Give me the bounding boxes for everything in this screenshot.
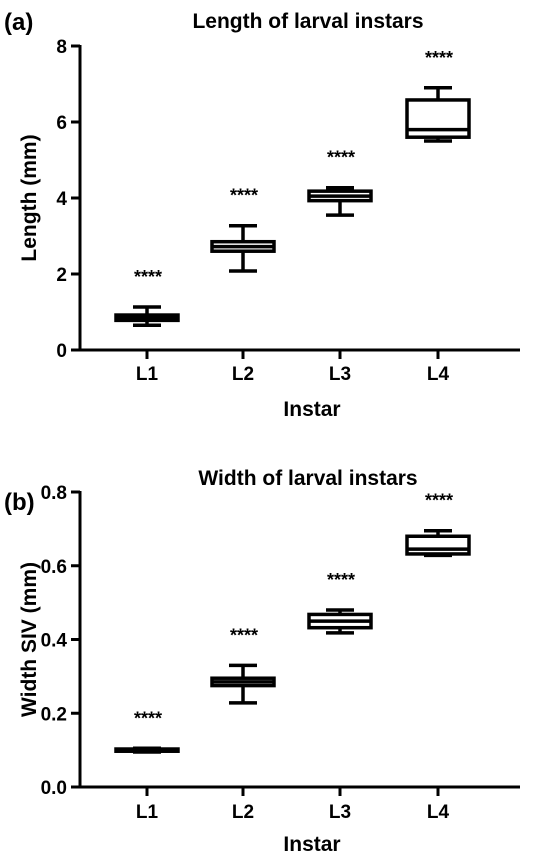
box-plot-L4 xyxy=(405,528,471,558)
box-plot-L2 xyxy=(210,663,276,705)
panel-label: (a) xyxy=(4,9,33,36)
box-plot-L3 xyxy=(307,185,373,217)
significance-annotation: **** xyxy=(425,491,453,511)
significance-annotation: **** xyxy=(230,625,258,645)
significance-annotation: **** xyxy=(134,708,162,728)
iqr-box xyxy=(405,534,471,556)
y-tick-label: 0.4 xyxy=(41,631,68,652)
y-tick-label: 6 xyxy=(56,113,67,134)
y-tick-label: 0 xyxy=(56,341,67,362)
chart-title: Width of larval instars xyxy=(198,467,417,490)
y-tick-label: 0.6 xyxy=(41,557,67,578)
significance-annotation: **** xyxy=(134,267,162,287)
iqr-box xyxy=(405,98,471,139)
y-tick-label: 0.8 xyxy=(41,483,67,504)
significance-annotation: **** xyxy=(425,48,453,68)
y-tick-label: 8 xyxy=(56,37,67,58)
box-plot-L4 xyxy=(405,86,471,143)
box-plot-L3 xyxy=(307,608,373,635)
box-plot-L1 xyxy=(114,305,180,328)
panel-label: (b) xyxy=(4,489,35,516)
x-tick-label: L4 xyxy=(427,364,450,385)
significance-annotation: **** xyxy=(230,186,258,206)
y-tick-label: 2 xyxy=(56,265,67,286)
significance-annotation: **** xyxy=(327,148,355,168)
x-tick-label: L1 xyxy=(136,364,159,385)
chart-title: Length of larval instars xyxy=(192,10,423,33)
x-tick-label: L1 xyxy=(136,802,159,823)
x-tick-label: L4 xyxy=(427,802,450,823)
panel-b: (b) Width of larval instars 0.0 0.2 0.4 0.6 0.… xyxy=(4,467,520,856)
significance-annotation: **** xyxy=(327,570,355,590)
y-axis-label: Length (mm) xyxy=(18,134,41,261)
x-tick-label: L2 xyxy=(232,364,254,385)
y-tick-label: 0.2 xyxy=(41,704,67,725)
x-tick-label: L3 xyxy=(329,802,351,823)
y-tick-label: 0.0 xyxy=(41,778,67,799)
x-tick-label: L2 xyxy=(232,802,254,823)
y-axis-label: Width SIV (mm) xyxy=(18,562,41,717)
panel-a: (a) Length of larval instars 0 2 4 6 8 L1 L2 L3 L4… xyxy=(4,9,520,421)
box-plot-L1 xyxy=(114,746,180,754)
box-plot-L2 xyxy=(210,223,276,273)
y-tick-label: 4 xyxy=(56,189,67,210)
x-axis-label: Instar xyxy=(283,833,340,856)
x-axis-label: Instar xyxy=(283,398,340,421)
x-tick-label: L3 xyxy=(329,364,351,385)
